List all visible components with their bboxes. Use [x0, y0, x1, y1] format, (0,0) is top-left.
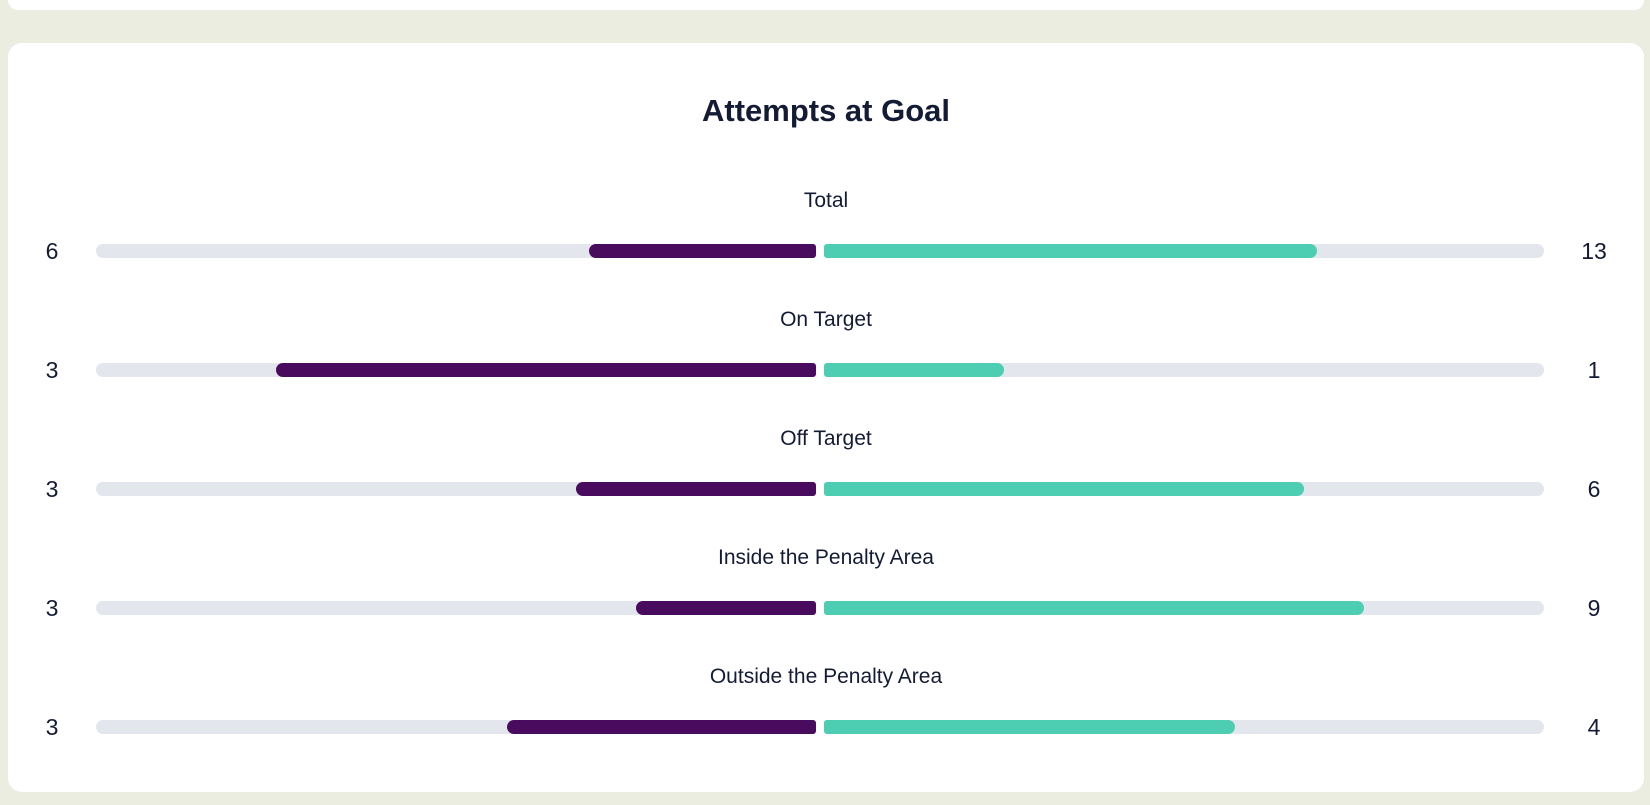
stat-bar-line: 3 6 [8, 476, 1644, 502]
right-team-bar [824, 601, 1364, 615]
stat-row: Inside the Penalty Area 3 9 [8, 545, 1644, 621]
right-bar-track [824, 601, 1544, 615]
stat-row: Total 6 13 [8, 188, 1644, 264]
bar-track [96, 601, 1544, 615]
right-bar-track [824, 482, 1544, 496]
right-team-value: 13 [1581, 238, 1607, 264]
left-team-bar [588, 244, 816, 258]
stat-category-label: Off Target [780, 427, 872, 450]
left-team-bar [636, 601, 816, 615]
stat-category-label: Outside the Penalty Area [709, 665, 943, 688]
previous-card-bottom-edge [8, 0, 1644, 10]
stat-bar-line: 3 1 [8, 357, 1644, 383]
bar-track [96, 363, 1544, 377]
right-bar-track [824, 244, 1544, 258]
stat-category-label: Inside the Penalty Area [718, 546, 934, 569]
right-team-value: 9 [1587, 595, 1601, 621]
stat-category-label: On Target [780, 308, 872, 331]
left-bar-track [96, 363, 816, 377]
left-team-value: 6 [45, 238, 59, 264]
left-bar-track [96, 482, 816, 496]
stat-row: On Target 3 1 [8, 307, 1644, 383]
right-team-value: 1 [1587, 357, 1601, 383]
left-bar-track [96, 720, 816, 734]
right-bar-track [824, 363, 1544, 377]
stat-rows-container: Total 6 13 On Target 3 [8, 188, 1644, 740]
left-team-bar [507, 720, 816, 734]
stat-bar-line: 6 13 [8, 238, 1644, 264]
right-team-bar [824, 720, 1236, 734]
left-bar-track [96, 601, 816, 615]
bar-track [96, 482, 1544, 496]
left-team-bar [276, 363, 816, 377]
stat-row: Off Target 3 6 [8, 426, 1644, 502]
right-team-bar [824, 482, 1304, 496]
left-team-value: 3 [45, 595, 59, 621]
stat-bar-line: 3 9 [8, 595, 1644, 621]
stat-row: Outside the Penalty Area 3 4 [8, 664, 1644, 740]
right-team-bar [824, 244, 1317, 258]
stat-category-label: Total [803, 189, 849, 212]
left-team-bar [576, 482, 816, 496]
right-team-bar [824, 363, 1004, 377]
left-team-value: 3 [45, 476, 59, 502]
attempts-at-goal-card: Attempts at Goal Total 6 13 On Target 3 [8, 43, 1644, 792]
right-team-value: 4 [1587, 714, 1601, 740]
left-bar-track [96, 244, 816, 258]
right-bar-track [824, 720, 1544, 734]
left-team-value: 3 [45, 714, 59, 740]
bar-track [96, 720, 1544, 734]
stat-bar-line: 3 4 [8, 714, 1644, 740]
chart-title: Attempts at Goal [701, 93, 951, 128]
right-team-value: 6 [1587, 476, 1601, 502]
bar-track [96, 244, 1544, 258]
left-team-value: 3 [45, 357, 59, 383]
